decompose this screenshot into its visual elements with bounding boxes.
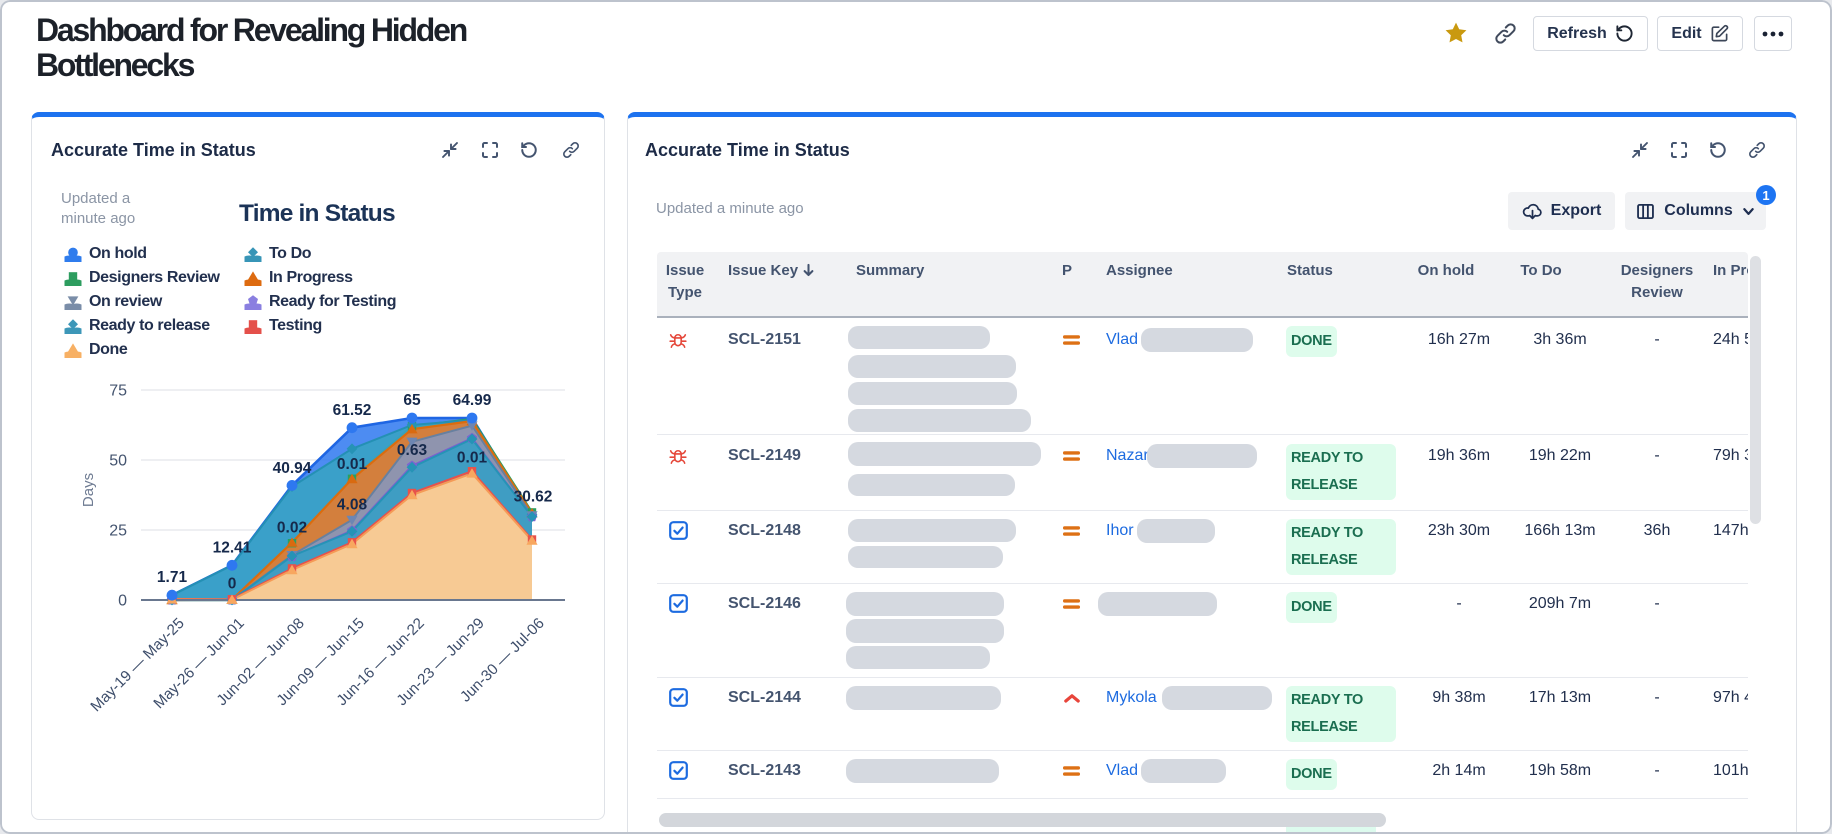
svg-text:0.63: 0.63 xyxy=(397,442,428,459)
svg-text:50: 50 xyxy=(109,453,127,470)
svg-text:25: 25 xyxy=(109,523,127,540)
svg-text:61.52: 61.52 xyxy=(333,402,372,419)
svg-text:1.71: 1.71 xyxy=(157,569,188,586)
svg-text:0: 0 xyxy=(228,576,237,593)
svg-text:40.94: 40.94 xyxy=(273,460,312,477)
svg-text:Days: Days xyxy=(80,473,97,507)
svg-text:12.41: 12.41 xyxy=(213,539,252,556)
svg-text:75: 75 xyxy=(109,383,127,400)
svg-text:0.02: 0.02 xyxy=(277,520,307,537)
svg-text:4.08: 4.08 xyxy=(337,496,368,513)
svg-text:0.01: 0.01 xyxy=(457,449,488,466)
svg-text:65: 65 xyxy=(403,392,421,409)
svg-text:0.01: 0.01 xyxy=(337,456,368,473)
svg-text:64.99: 64.99 xyxy=(453,392,492,409)
svg-text:30.62: 30.62 xyxy=(514,488,553,505)
svg-text:0: 0 xyxy=(118,593,127,610)
